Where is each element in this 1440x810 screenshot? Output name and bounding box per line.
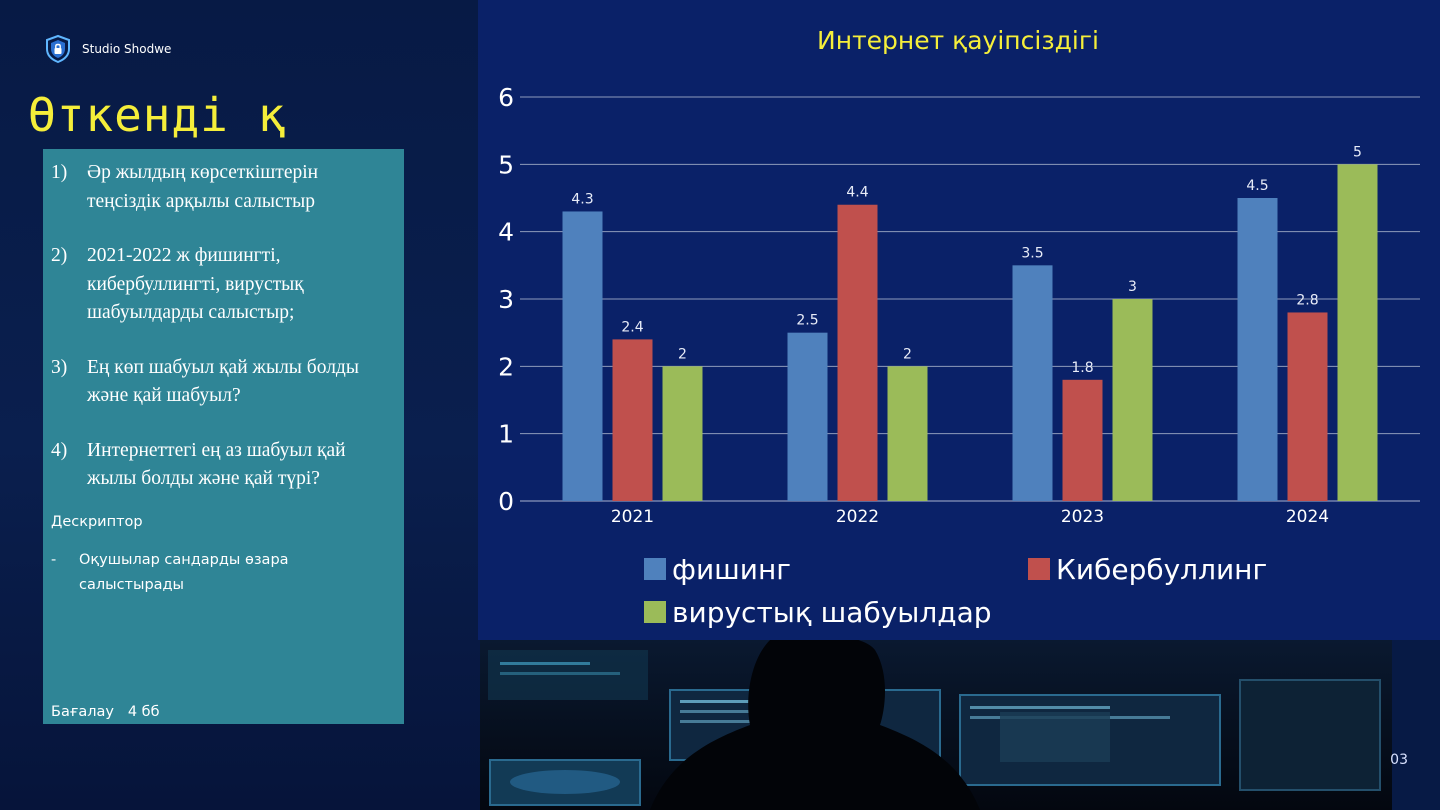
bar-2023-1 xyxy=(1012,265,1053,501)
chart-legend: фишинг Кибербуллинг вирустық шабуылдар xyxy=(644,553,1267,629)
x-tick-label: 2023 xyxy=(1061,507,1104,527)
descriptor-bullet: - xyxy=(51,551,57,568)
chart-bars xyxy=(562,164,1378,502)
task-item: 1) Әр жылдың көрсеткіштерін теңсіздік арқ… xyxy=(51,159,394,216)
data-label: 4.3 xyxy=(571,191,593,207)
bar-2023-3 xyxy=(1112,299,1153,501)
task-text: Интернеттегі ең аз шабуыл қай жылы болды… xyxy=(87,439,346,490)
task-text: Ең көп шабуыл қай жылы болды және қай ша… xyxy=(87,356,359,407)
slide-title: Өткенді қ xyxy=(28,88,287,142)
right-strip: 03 xyxy=(1390,640,1440,810)
data-label: 4.4 xyxy=(846,185,868,201)
task-number: 3) xyxy=(51,356,68,378)
grade-value: 4 бб xyxy=(127,704,160,720)
task-number: 1) xyxy=(51,162,68,183)
data-label: 3.5 xyxy=(1021,245,1043,261)
chart-gridlines xyxy=(520,96,1420,502)
brand-name: Studio Shodwe xyxy=(82,42,172,56)
y-tick-label: 3 xyxy=(498,285,514,314)
y-tick-label: 4 xyxy=(498,218,514,247)
task-list: 1) Әр жылдың көрсеткіштерін теңсіздік арқ… xyxy=(51,159,394,494)
data-label: 2.8 xyxy=(1296,292,1318,308)
task-text: Әр жылдың көрсеткіштерін теңсіздік арқыл… xyxy=(87,162,319,212)
data-label: 2.4 xyxy=(621,319,643,335)
legend-swatch xyxy=(644,601,666,623)
bar-2021-3 xyxy=(662,366,703,501)
y-tick-label: 5 xyxy=(498,150,514,179)
x-tick-label: 2021 xyxy=(611,507,654,527)
bar-2022-3 xyxy=(887,366,928,501)
hacker-scene-image xyxy=(480,640,1392,810)
bar-2021-1 xyxy=(562,211,603,501)
descriptor-title: Дескриптор xyxy=(51,513,143,530)
descriptor-text: Оқушылар сандарды өзара салыстырады xyxy=(79,551,289,593)
y-axis-ticks: 0 1 2 3 4 5 6 xyxy=(498,83,514,516)
legend-label: фишинг xyxy=(672,553,791,586)
data-label: 2.5 xyxy=(796,313,818,329)
task-number: 2) xyxy=(51,245,68,266)
x-axis-ticks: 2021 2022 2023 2024 xyxy=(611,507,1329,527)
legend-label: Кибербуллинг xyxy=(1056,553,1267,586)
data-label: 5 xyxy=(1353,144,1362,160)
bar-2022-2 xyxy=(837,204,878,501)
y-tick-label: 2 xyxy=(498,352,514,381)
data-label: 3 xyxy=(1128,279,1137,295)
shield-lock-icon xyxy=(46,34,70,64)
task-item: 2) 2021-2022 ж фишингті, кибербуллингті, … xyxy=(51,242,394,328)
bar-2024-2 xyxy=(1287,312,1328,501)
descriptor-item: - Оқушылар сандарды өзара салыстырады xyxy=(51,548,394,598)
bar-2022-1 xyxy=(787,332,828,501)
task-number: 4) xyxy=(51,439,68,461)
task-text: 2021-2022 ж фишингті, кибербуллингті, ви… xyxy=(87,245,304,323)
task-box: 1) Әр жылдың көрсеткіштерін теңсіздік арқ… xyxy=(43,149,404,724)
grade: Бағалау 4 бб xyxy=(51,704,160,720)
grade-label: Бағалау xyxy=(51,704,115,720)
data-labels: 4.3 2.4 2 2.5 4.4 2 3.5 1.8 3 4.5 2.8 5 xyxy=(571,144,1362,375)
x-tick-label: 2022 xyxy=(836,507,879,527)
x-tick-label: 2024 xyxy=(1286,507,1329,527)
bar-2024-3 xyxy=(1337,164,1378,502)
bar-2021-2 xyxy=(612,339,653,501)
y-tick-label: 1 xyxy=(498,420,514,449)
data-label: 4.5 xyxy=(1246,178,1268,194)
bar-2024-1 xyxy=(1237,198,1278,501)
data-label: 2 xyxy=(903,346,912,362)
data-label: 2 xyxy=(678,346,687,362)
task-item: 3) Ең көп шабуыл қай жылы болды және қай … xyxy=(51,354,394,411)
legend-swatch xyxy=(1028,558,1050,580)
data-label: 1.8 xyxy=(1071,360,1093,376)
brand: Studio Shodwe xyxy=(44,34,171,64)
bar-2023-2 xyxy=(1062,379,1103,501)
legend-swatch xyxy=(644,558,666,580)
page-number: 03 xyxy=(1390,752,1408,768)
y-tick-label: 6 xyxy=(498,83,514,112)
hacker-photo xyxy=(480,640,1392,810)
y-tick-label: 0 xyxy=(498,487,514,516)
task-item: 4) Интернеттегі ең аз шабуыл қай жылы бол… xyxy=(51,437,394,494)
legend-label: вирустық шабуылдар xyxy=(672,596,992,629)
chart-title: Интернет қауіпсіздігі xyxy=(817,26,1099,55)
